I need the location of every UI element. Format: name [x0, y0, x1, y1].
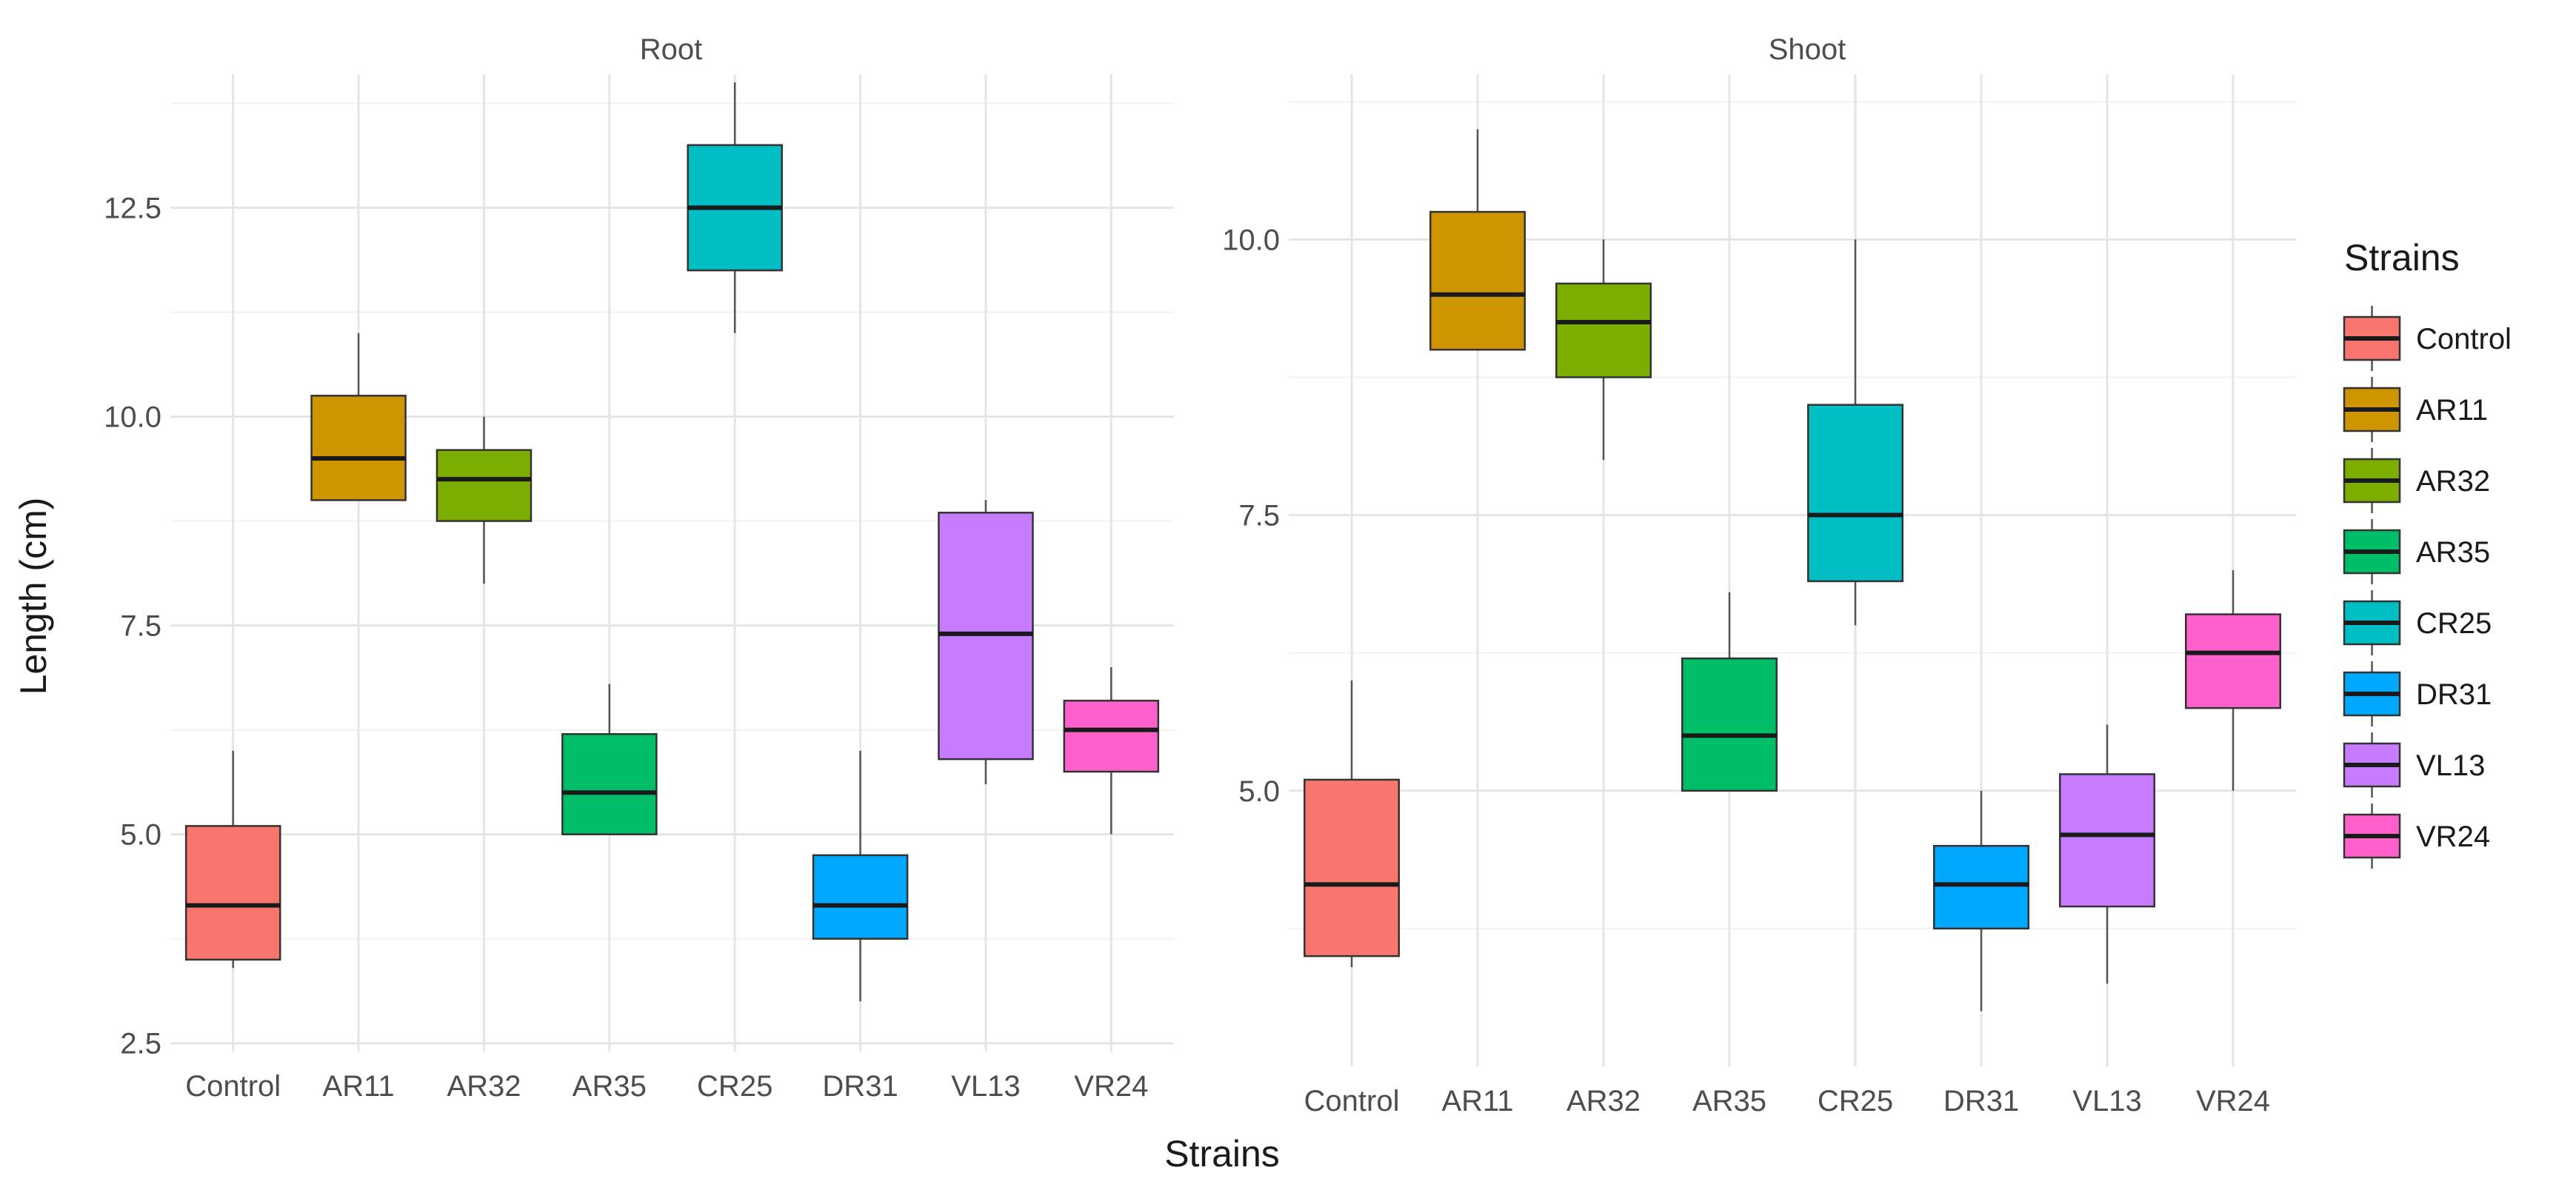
facet-title-shoot: Shoot — [1769, 33, 1846, 66]
box-dr31 — [812, 750, 909, 1002]
shoot-panel: Shoot 5.0 7.5 10.0 Control AR11 AR32 AR35 CR25 D… — [1222, 33, 2296, 1117]
x-tick-label: AR32 — [447, 1070, 521, 1103]
box-ar11 — [1429, 129, 1526, 351]
x-tick-label: DR31 — [1943, 1085, 2019, 1117]
root-panel: Root 2.5 5.0 7.5 10.0 12.5 Control AR11 AR32 AR3… — [104, 33, 1174, 1103]
box-ar11 — [310, 332, 407, 501]
legend-label: DR31 — [2416, 678, 2492, 711]
legend-item-ar11: AR11 — [2343, 377, 2488, 442]
box-vl13 — [938, 500, 1034, 784]
box-body — [1933, 844, 2029, 930]
y-tick-label: 7.5 — [120, 610, 161, 643]
x-tick-label: CR25 — [1818, 1085, 1893, 1117]
box-dr31 — [1933, 790, 2029, 1012]
legend-item-vl13: VL13 — [2343, 732, 2485, 798]
box-body — [2059, 773, 2155, 908]
legend-label: VL13 — [2416, 749, 2485, 782]
x-tick-label: VR24 — [2196, 1085, 2270, 1117]
legend-item-ar35: AR35 — [2343, 519, 2490, 584]
box-body — [310, 395, 407, 501]
y-tick-label: 10.0 — [1222, 224, 1280, 256]
box-vr24 — [2185, 570, 2281, 791]
legend-item-control: Control — [2343, 306, 2512, 371]
x-tick-label: VR24 — [1074, 1070, 1148, 1103]
box-body — [812, 854, 909, 940]
box-ar32 — [1555, 239, 1652, 461]
box-ar35 — [561, 684, 658, 835]
x-tick-label: AR11 — [323, 1070, 395, 1103]
x-tick-label: VL13 — [951, 1070, 1020, 1103]
x-tick-label: AR35 — [1692, 1085, 1766, 1117]
box-body — [1681, 657, 1778, 792]
legend-item-cr25: CR25 — [2343, 590, 2492, 655]
y-tick-label: 2.5 — [120, 1028, 161, 1060]
box-control — [1304, 680, 1400, 967]
box-body — [1429, 210, 1526, 351]
box-vl13 — [2059, 724, 2155, 984]
box-ar32 — [436, 416, 533, 584]
x-tick-label: AR32 — [1566, 1085, 1641, 1117]
legend-item-vr24: VR24 — [2343, 803, 2490, 869]
box-body — [561, 733, 658, 835]
legend-item-dr31: DR31 — [2343, 661, 2492, 726]
x-tick-label: Control — [185, 1070, 281, 1103]
y-tick-label: 5.0 — [1238, 775, 1280, 808]
box-body — [1304, 778, 1400, 958]
box-control — [184, 750, 281, 969]
legend-title: Strains — [2344, 237, 2460, 278]
y-tick-label: 12.5 — [104, 193, 161, 225]
x-tick-label: AR11 — [1441, 1085, 1513, 1117]
x-tick-label: VL13 — [2072, 1085, 2141, 1117]
box-body — [1555, 282, 1652, 378]
box-ar35 — [1681, 592, 1778, 792]
box-body — [2185, 613, 2281, 709]
y-tick-label: 10.0 — [104, 401, 161, 434]
y-tick-label: 7.5 — [1238, 500, 1280, 532]
box-body — [436, 449, 533, 522]
box-body — [1807, 404, 1903, 583]
x-tick-label: DR31 — [822, 1070, 898, 1103]
box-cr25 — [687, 82, 783, 333]
box-vr24 — [1063, 667, 1160, 835]
box-body — [1063, 699, 1160, 773]
facet-title-root: Root — [640, 33, 703, 66]
x-tick-label: AR35 — [573, 1070, 647, 1103]
y-axis-title: Length (cm) — [13, 498, 54, 695]
legend-label: VR24 — [2416, 821, 2490, 853]
legend-label: AR35 — [2416, 536, 2490, 569]
legend-label: CR25 — [2416, 607, 2492, 640]
x-axis-title: Strains — [1164, 1133, 1280, 1174]
x-tick-label: Control — [1304, 1085, 1400, 1117]
box-cr25 — [1807, 239, 1903, 626]
legend-item-ar32: AR32 — [2343, 448, 2490, 513]
box-body — [184, 825, 281, 961]
legend-label: AR11 — [2416, 394, 2488, 427]
legend-label: AR32 — [2416, 465, 2490, 498]
y-tick-label: 5.0 — [120, 819, 161, 852]
legend: Strains Control AR11 AR32 AR35 CR25 DR31 VL13 V… — [2343, 237, 2512, 869]
x-tick-label: CR25 — [697, 1070, 773, 1103]
legend-label: Control — [2416, 323, 2512, 355]
